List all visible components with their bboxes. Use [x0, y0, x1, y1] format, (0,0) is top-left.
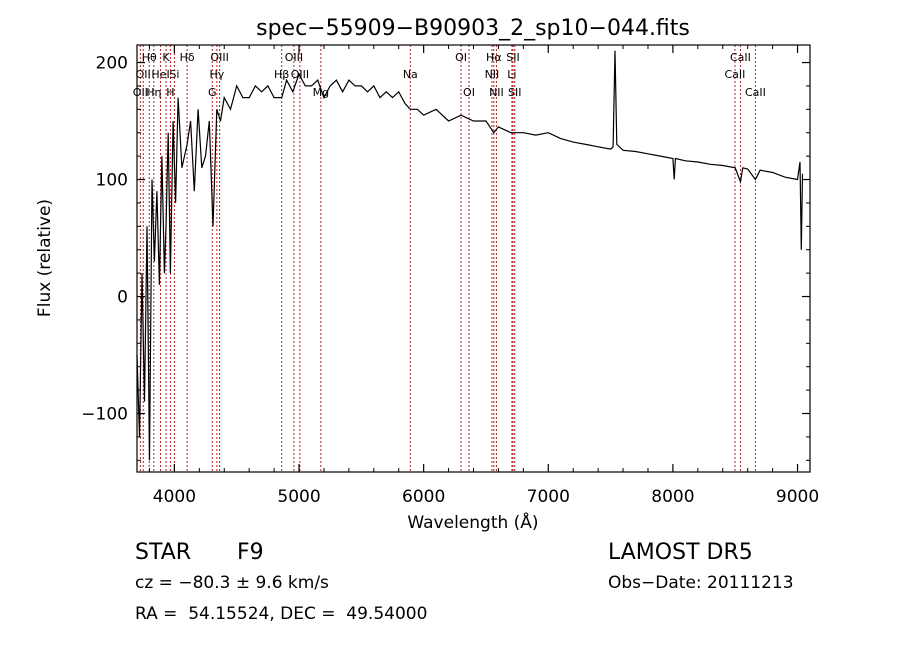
- object-subclass: F9: [237, 540, 264, 565]
- line-label-18: OI: [463, 86, 475, 99]
- line-label-16: Na: [403, 68, 418, 81]
- line-label-23: SII: [506, 51, 519, 64]
- line-markers: [139, 45, 756, 472]
- x-tick-label-3: 7000: [527, 487, 570, 507]
- line-label-14: OIII: [291, 68, 309, 81]
- y-tick-label-0: −100: [81, 405, 128, 425]
- x-axis: 4000 5000 6000 7000 8000 9000: [148, 45, 819, 507]
- x-tick-label-4: 8000: [651, 487, 694, 507]
- line-label-1: OII: [136, 68, 151, 81]
- line-label-25: CaII: [725, 68, 746, 81]
- chart-title: spec−55909−B90903_2_sp10−044.fits: [256, 16, 690, 41]
- line-label-8: Hδ: [180, 51, 195, 64]
- line-label-20: Hα: [486, 51, 502, 64]
- line-label-6: H: [166, 86, 174, 99]
- line-label-12: Hβ: [274, 68, 289, 81]
- line-label-3: Hη: [146, 86, 161, 99]
- coordinates: RA = 54.15524, DEC = 49.54000: [135, 604, 428, 624]
- line-label-11: OIII: [210, 51, 228, 64]
- line-label-10: Hγ: [209, 68, 224, 81]
- y-tick-label-2: 100: [96, 171, 128, 191]
- object-class: STAR: [135, 540, 192, 565]
- y-axis-label: Flux (relative): [35, 199, 55, 317]
- x-tick-label-5: 9000: [776, 487, 819, 507]
- y-tick-label-3: 200: [96, 54, 128, 74]
- line-label-2: Hθ: [142, 51, 157, 64]
- line-label-4: HeI: [151, 68, 169, 81]
- line-label-13: OIII: [285, 51, 303, 64]
- x-tick-label-1: 5000: [277, 487, 320, 507]
- redshift-velocity: cz = −80.3 ± 9.6 km/s: [135, 573, 329, 593]
- line-label-9: G: [208, 86, 217, 99]
- line-label-26: CaII: [730, 51, 751, 64]
- line-labels: OIIOIIHθHηHeIKHSiHδGHγOIIIHβOIIIOIIIMgNa…: [133, 51, 766, 99]
- line-label-7: Si: [169, 68, 179, 81]
- line-label-22: Li: [507, 68, 516, 81]
- line-label-5: K: [162, 51, 170, 64]
- survey-name: LAMOST DR5: [608, 540, 753, 565]
- plot-frame: [136, 44, 811, 473]
- x-tick-label-0: 4000: [153, 487, 196, 507]
- line-label-17: OI: [455, 51, 467, 64]
- line-label-24: SII: [508, 86, 521, 99]
- spectrum-series: [136, 50, 804, 461]
- line-label-19: NII: [485, 68, 500, 81]
- x-tick-label-2: 6000: [402, 487, 445, 507]
- y-tick-label-1: 0: [117, 288, 128, 308]
- y-axis: −100 0 100 200: [81, 54, 810, 461]
- x-axis-label: Wavelength (Å): [407, 511, 538, 533]
- observation-date: Obs−Date: 20111213: [608, 573, 794, 593]
- line-label-21: NII: [489, 86, 504, 99]
- line-label-27: CaII: [745, 86, 766, 99]
